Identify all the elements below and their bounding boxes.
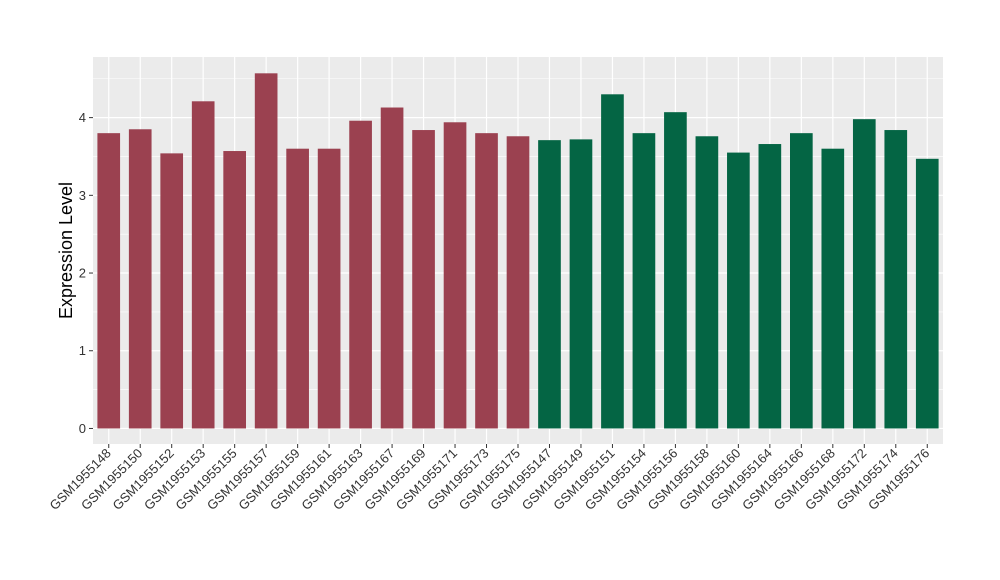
bar-GSM1955159 [286,148,309,429]
bar-GSM1955155 [223,151,246,429]
y-tick-label: 2 [79,266,86,281]
bar-GSM1955151 [601,94,624,429]
bar-GSM1955147 [538,140,561,429]
bar-GSM1955164 [758,144,782,429]
bar-GSM1955156 [664,112,687,429]
bar-GSM1955154 [632,133,656,429]
y-tick-label: 3 [79,188,86,203]
bars [97,73,939,429]
bar-GSM1955167 [380,107,404,429]
bar-GSM1955169 [412,130,435,429]
bar-GSM1955150 [128,129,152,429]
y-tick-label: 0 [79,421,86,436]
bar-GSM1955174 [884,130,908,429]
bar-GSM1955172 [852,119,876,429]
y-tick-label: 4 [79,110,86,125]
bar-GSM1955163 [349,120,372,429]
bar-GSM1955149 [569,139,593,429]
x-axis: GSM1955148GSM1955150GSM1955152GSM1955153… [47,444,932,513]
y-axis: 0 1 2 3 4 [79,110,93,436]
y-tick-label: 1 [79,343,86,358]
bar-GSM1955158 [695,136,719,429]
bar-GSM1955166 [790,133,813,429]
bar-GSM1955173 [475,133,498,429]
bar-GSM1955152 [160,153,184,429]
bar-GSM1955175 [506,136,530,429]
bar-GSM1955176 [915,158,939,429]
bar-GSM1955171 [443,122,467,429]
bar-GSM1955161 [317,148,341,429]
y-axis-title: Expression Level [56,182,76,319]
bar-GSM1955160 [727,152,750,429]
bar-GSM1955157 [254,73,278,429]
bar-GSM1955148 [97,133,121,429]
bar-GSM1955168 [821,148,845,429]
bar-GSM1955153 [191,101,215,429]
